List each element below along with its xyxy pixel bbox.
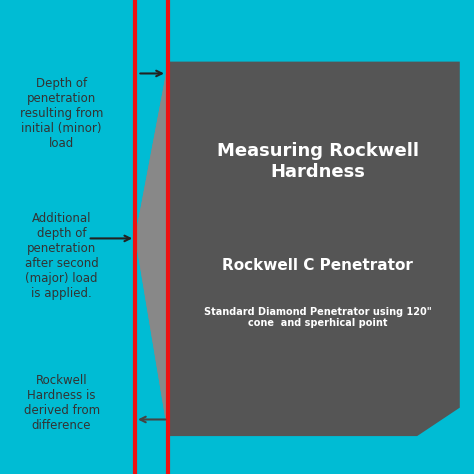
Polygon shape — [168, 62, 460, 436]
Polygon shape — [135, 237, 168, 436]
Text: Rockwell
Hardness is
derived from
difference: Rockwell Hardness is derived from differ… — [24, 374, 100, 432]
Text: Additional
depth of
penetration
after second
(major) load
is applied.: Additional depth of penetration after se… — [25, 212, 99, 300]
Polygon shape — [135, 62, 168, 237]
Text: Depth of
penetration
resulting from
initial (minor)
load: Depth of penetration resulting from init… — [20, 77, 103, 150]
Text: Standard Diamond Penetrator using 120"
cone  and sperhical point: Standard Diamond Penetrator using 120" c… — [204, 307, 431, 328]
Polygon shape — [135, 62, 168, 436]
Text: Rockwell C Penetrator: Rockwell C Penetrator — [222, 258, 413, 273]
Text: Measuring Rockwell
Hardness: Measuring Rockwell Hardness — [217, 142, 419, 181]
